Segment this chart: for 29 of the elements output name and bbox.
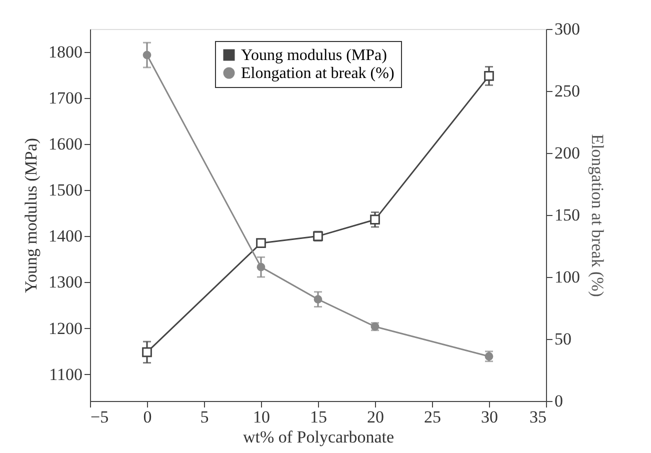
y-tick-label: 1500 — [48, 180, 82, 200]
x-tick-label: 5 — [200, 408, 209, 426]
legend-label: Young modulus (MPa) — [241, 47, 387, 64]
x-tick-label: 35 — [530, 408, 546, 426]
y2-tick-label: 100 — [554, 268, 580, 286]
x-tick-label: 15 — [310, 408, 327, 426]
y2-tick-label: 200 — [554, 144, 580, 162]
x-tick-label: 0 — [143, 408, 152, 426]
x-tick-label: 20 — [367, 408, 384, 426]
y2-axis-title: Elongation at break (%) — [588, 134, 607, 297]
x-tick-label: −5 — [90, 408, 109, 426]
y2-tick-label: 0 — [554, 392, 563, 410]
y2-tick-label: 150 — [554, 206, 580, 224]
x-tick-label: 10 — [253, 408, 270, 426]
y2-tick-label: 50 — [554, 330, 572, 348]
x-tick-label: 25 — [424, 408, 441, 426]
y-tick-label: 1800 — [48, 42, 82, 62]
y-tick-label: 1400 — [48, 226, 82, 246]
legend-label: Elongation at break (%) — [241, 65, 394, 82]
x-axis-title: wt% of Polycarbonate — [242, 428, 394, 446]
y-axis-title: Young modulus (MPa) — [22, 138, 40, 294]
y-tick-label: 1300 — [48, 272, 82, 292]
y2-tick-label: 250 — [554, 82, 580, 100]
y-tick-label: 1200 — [48, 318, 82, 338]
y-tick-label: 1700 — [48, 88, 82, 108]
y2-tick-label: 300 — [554, 20, 580, 38]
y-tick-label: 1600 — [48, 134, 82, 154]
y-tick-label: 1100 — [49, 364, 82, 384]
x-tick-label: 30 — [481, 408, 498, 426]
